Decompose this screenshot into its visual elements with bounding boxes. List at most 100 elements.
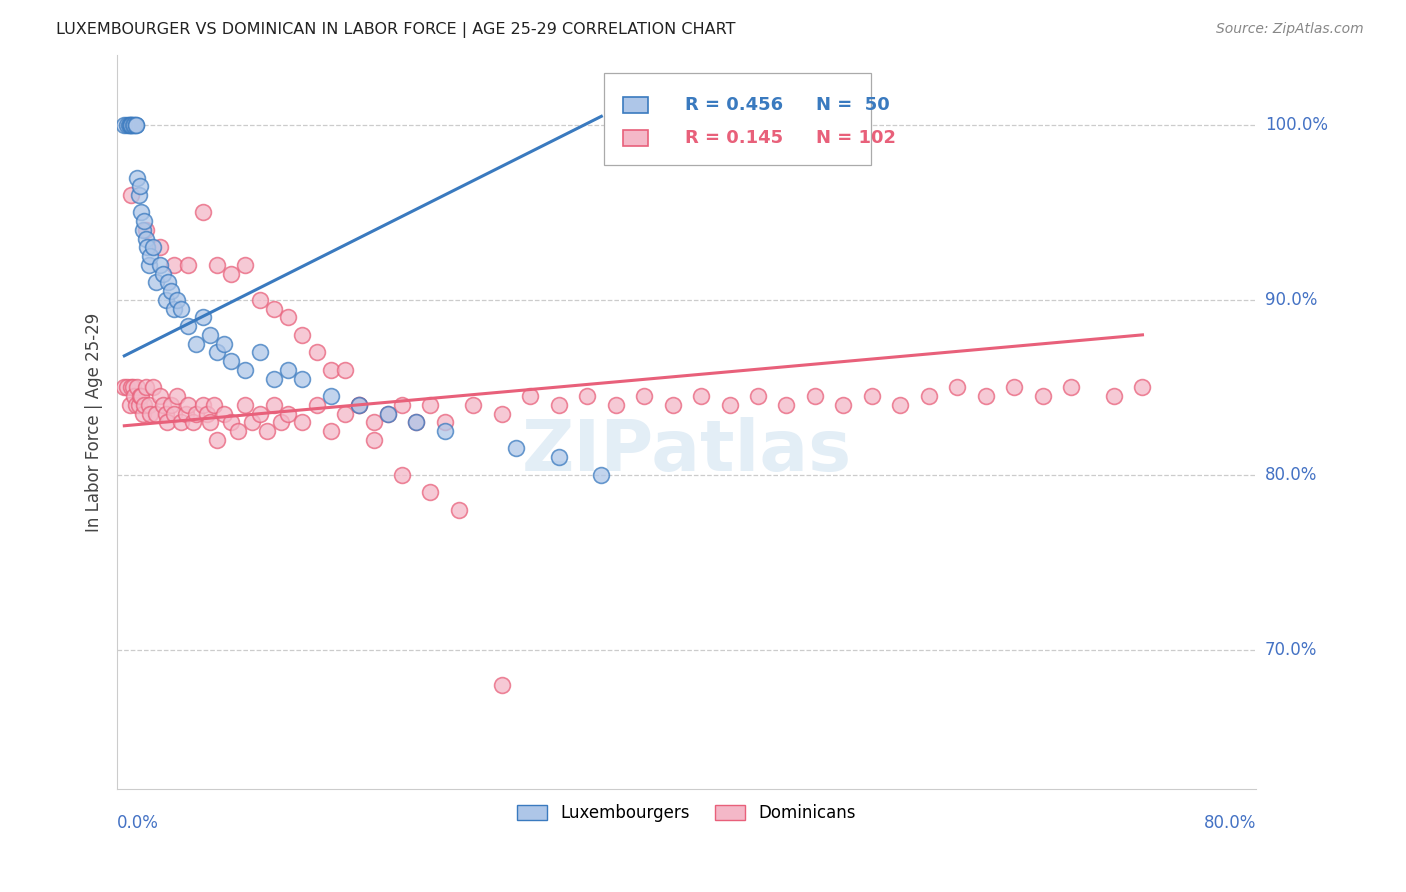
Point (491, 407, 513, 421)
Point (160, 398, 183, 412)
Point (128, 398, 150, 412)
Point (576, 389, 599, 403)
Point (125, 118, 148, 132)
Point (191, 205, 214, 219)
Point (124, 389, 146, 403)
Point (170, 415, 193, 429)
Point (112, 118, 135, 132)
Point (115, 380, 138, 394)
Point (202, 398, 225, 412)
Point (291, 415, 314, 429)
Point (205, 433, 228, 447)
Point (775, 398, 797, 412)
Point (633, 389, 655, 403)
Point (166, 293, 188, 307)
Point (142, 240, 165, 254)
Point (125, 398, 148, 412)
Point (170, 301, 193, 316)
Point (112, 380, 135, 394)
Point (1132, 380, 1154, 394)
Point (120, 118, 142, 132)
Text: N =  50: N = 50 (815, 96, 889, 114)
Text: 0.0%: 0.0% (117, 814, 159, 832)
Text: R = 0.456: R = 0.456 (685, 96, 783, 114)
Point (277, 310, 299, 325)
Point (129, 389, 152, 403)
Point (128, 188, 150, 202)
Text: N = 102: N = 102 (815, 129, 896, 147)
Point (391, 398, 413, 412)
Point (918, 389, 941, 403)
Point (177, 258, 200, 272)
Point (263, 398, 285, 412)
Point (249, 345, 271, 359)
Text: 100.0%: 100.0% (1265, 116, 1327, 134)
Point (860, 389, 883, 403)
Bar (623, 130, 648, 146)
Point (129, 179, 152, 194)
Point (319, 389, 342, 403)
Point (145, 407, 167, 421)
Point (804, 389, 827, 403)
Point (419, 398, 441, 412)
Point (718, 398, 741, 412)
Point (191, 398, 214, 412)
Point (277, 407, 299, 421)
Point (333, 363, 356, 377)
Point (135, 380, 157, 394)
Point (156, 415, 179, 429)
Text: Source: ZipAtlas.com: Source: ZipAtlas.com (1216, 22, 1364, 37)
Point (305, 345, 328, 359)
Point (433, 415, 456, 429)
Point (235, 398, 257, 412)
Point (605, 398, 627, 412)
Point (205, 258, 228, 272)
Point (1032, 389, 1054, 403)
Point (184, 407, 207, 421)
Point (249, 407, 271, 421)
Point (519, 389, 541, 403)
Point (305, 398, 328, 412)
Point (661, 398, 683, 412)
Point (349, 398, 371, 412)
Point (377, 407, 399, 421)
Point (349, 398, 371, 412)
Point (124, 118, 146, 132)
Point (319, 424, 342, 438)
Point (134, 214, 156, 228)
Point (547, 398, 569, 412)
Point (138, 258, 160, 272)
Point (184, 336, 207, 351)
Point (127, 170, 149, 185)
Point (135, 232, 157, 246)
Point (149, 258, 172, 272)
Point (131, 205, 153, 219)
Point (219, 415, 242, 429)
Point (547, 450, 569, 465)
Point (212, 407, 235, 421)
Point (163, 407, 186, 421)
Point (115, 118, 138, 132)
Point (363, 415, 385, 429)
Text: 90.0%: 90.0% (1265, 291, 1317, 309)
Point (226, 424, 249, 438)
Point (177, 398, 200, 412)
Point (491, 677, 513, 691)
Point (132, 407, 155, 421)
Point (1002, 380, 1025, 394)
Point (155, 293, 177, 307)
Point (747, 389, 769, 403)
Y-axis label: In Labor Force | Age 25-29: In Labor Force | Age 25-29 (86, 312, 103, 532)
Point (270, 415, 292, 429)
Point (319, 363, 342, 377)
Point (177, 319, 200, 334)
Point (219, 354, 242, 368)
Point (149, 240, 172, 254)
Point (120, 188, 142, 202)
Text: 80.0%: 80.0% (1204, 814, 1257, 832)
Point (121, 118, 143, 132)
Text: ZIPatlas: ZIPatlas (522, 417, 852, 486)
Point (433, 424, 456, 438)
Bar (623, 97, 648, 113)
Point (832, 398, 855, 412)
